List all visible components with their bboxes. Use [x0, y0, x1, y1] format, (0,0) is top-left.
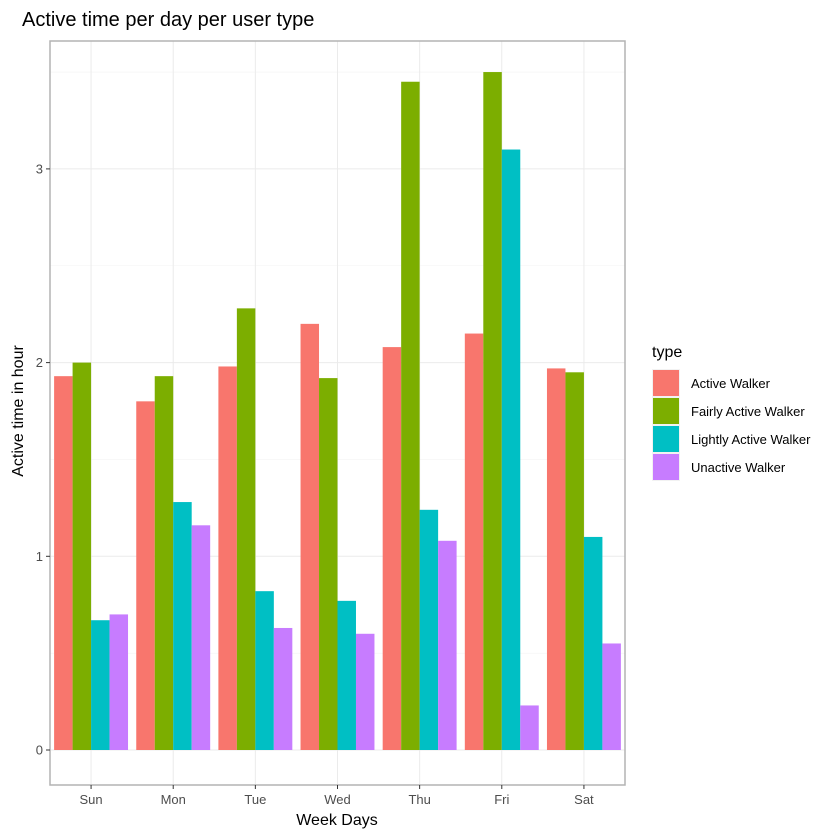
bar: [382, 347, 402, 750]
bar: [273, 627, 293, 750]
legend-label: Unactive Walker: [691, 460, 786, 475]
bar: [109, 614, 129, 750]
y-axis: 0 1 2 3: [36, 161, 50, 758]
x-tick-label: Sun: [80, 792, 103, 807]
bar: [255, 591, 274, 750]
legend-label: Active Walker: [691, 376, 771, 391]
bar: [483, 72, 502, 751]
bar: [136, 401, 155, 750]
x-axis: Sun Mon Tue Wed Thu Fri Sat: [80, 785, 594, 807]
bar: [602, 643, 621, 750]
bar: [546, 368, 566, 750]
x-tick-label: Tue: [244, 792, 266, 807]
bar: [300, 323, 320, 750]
bar: [72, 362, 92, 750]
bar: [218, 366, 237, 750]
legend-label: Lightly Active Walker: [691, 432, 811, 447]
bar: [91, 620, 110, 750]
bar: [438, 540, 457, 750]
y-tick-label: 0: [36, 743, 43, 758]
bar: [54, 376, 73, 750]
bar: [583, 536, 603, 750]
legend-key: [653, 370, 679, 396]
bar: [191, 525, 211, 750]
bar: [464, 333, 484, 750]
bar: [337, 600, 356, 750]
bar: [173, 502, 192, 750]
x-axis-title: Week Days: [296, 812, 378, 829]
bar: [355, 633, 375, 750]
bar: [565, 372, 584, 750]
legend-key: [653, 454, 679, 480]
x-tick-label: Thu: [408, 792, 430, 807]
y-tick-label: 1: [36, 549, 43, 564]
legend-key: [653, 426, 679, 452]
bar: [501, 149, 521, 750]
bar: [319, 378, 338, 750]
bar: [154, 376, 174, 750]
legend-items: Active Walker Fairly Active Walker Lightly…: [652, 369, 811, 481]
bar: [520, 705, 539, 750]
x-tick-label: Mon: [161, 792, 186, 807]
bar: [419, 509, 439, 750]
bar: [236, 308, 256, 750]
y-tick-label: 3: [36, 161, 43, 176]
bar: [401, 81, 420, 751]
x-tick-label: Wed: [324, 792, 351, 807]
y-axis-title: Active time in hour: [10, 345, 27, 477]
chart-title: Active time per day per user type: [22, 9, 314, 31]
legend-title: type: [652, 344, 682, 361]
legend: type Active Walker Fairly Active Walker Li…: [652, 344, 811, 481]
bars: [54, 72, 621, 751]
legend-label: Fairly Active Walker: [691, 404, 805, 419]
x-tick-label: Sat: [574, 792, 594, 807]
legend-key: [653, 398, 679, 424]
y-tick-label: 2: [36, 355, 43, 370]
x-tick-label: Fri: [494, 792, 509, 807]
